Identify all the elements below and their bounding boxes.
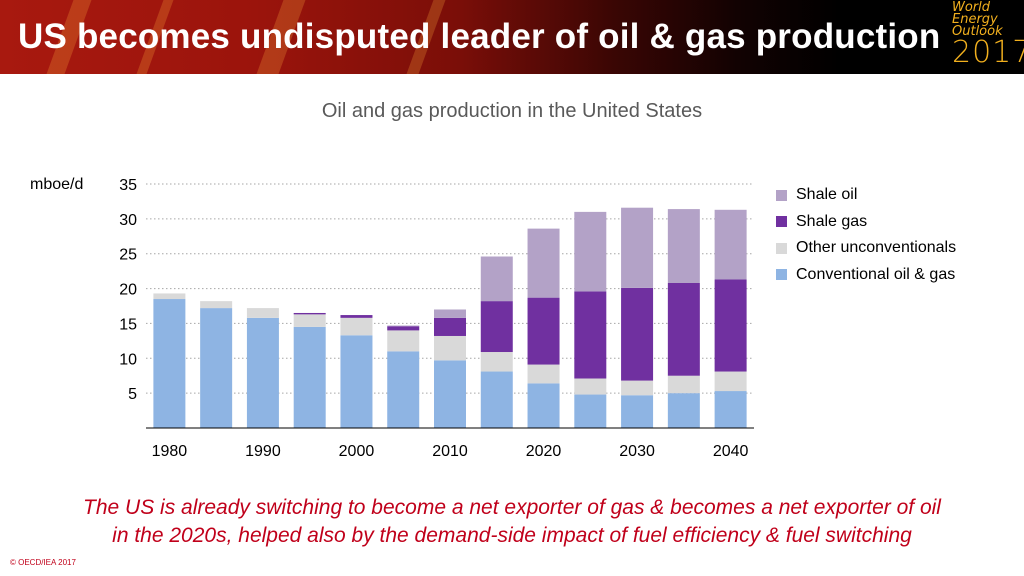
y-tick-label-25: 25 xyxy=(119,247,137,264)
x-tick-label-1980: 1980 xyxy=(152,443,188,460)
copyright-notice: © OECD/IEA 2017 xyxy=(10,558,76,567)
x-tick-label-2030: 2030 xyxy=(619,443,655,460)
bar-2020-series-1 xyxy=(527,364,560,384)
bar-2010-series-0 xyxy=(434,360,466,428)
bar-2005-series-0 xyxy=(387,351,420,428)
bar-2015-series-1 xyxy=(480,352,513,372)
logo-line-1: World xyxy=(952,0,991,15)
x-tick-label-1990: 1990 xyxy=(245,443,281,460)
bar-2040-series-1 xyxy=(714,371,747,392)
bar-1985-series-1 xyxy=(200,301,233,309)
bar-2000-series-1 xyxy=(340,317,373,336)
bar-2040-series-2 xyxy=(714,279,747,372)
bar-2025-series-1 xyxy=(574,378,607,395)
bar-2005-series-3 xyxy=(387,325,420,327)
legend-swatch xyxy=(776,189,787,201)
legend-swatch xyxy=(776,269,787,281)
bar-2030-series-2 xyxy=(621,287,654,381)
bar-2040-series-0 xyxy=(714,391,747,428)
chart-title: Oil and gas production in the United Sta… xyxy=(321,100,703,122)
y-tick-label-15: 15 xyxy=(119,316,137,333)
bar-2020-series-3 xyxy=(527,228,560,298)
bars-layer xyxy=(153,207,747,428)
legend-item: Other unconventionals xyxy=(776,235,956,262)
bar-1985-series-0 xyxy=(200,308,233,428)
y-tick-label-10: 10 xyxy=(119,351,137,368)
legend-swatch xyxy=(776,242,787,254)
bar-2025-series-3 xyxy=(574,211,607,292)
bar-1990-series-0 xyxy=(246,317,279,428)
bar-2025-series-2 xyxy=(574,291,607,379)
bar-2040-series-3 xyxy=(714,209,747,280)
caption-text: The US is already switching to become a … xyxy=(0,494,1024,550)
bar-2005-series-2 xyxy=(387,326,420,331)
bar-2020-series-2 xyxy=(527,297,560,365)
legend-label: Other unconventionals xyxy=(796,239,957,257)
bar-1995-series-2 xyxy=(293,312,326,315)
bar-2000-series-2 xyxy=(340,315,373,318)
x-tick-label-2020: 2020 xyxy=(526,443,562,460)
bar-2020-series-0 xyxy=(527,383,560,428)
caption-line-2: in the 2020s, helped also by the demand-… xyxy=(112,524,912,547)
bar-2030-series-1 xyxy=(621,380,654,396)
bar-2010-series-3 xyxy=(434,309,466,318)
logo-line-3: Outlook xyxy=(952,24,1003,39)
bar-2025-series-0 xyxy=(574,394,607,428)
logo-year: 2017 xyxy=(952,35,1024,70)
y-tick-label-30: 30 xyxy=(119,212,137,229)
legend-label: Conventional oil & gas xyxy=(796,265,956,283)
bar-2000-series-0 xyxy=(340,335,373,428)
page-title: US becomes undisputed leader of oil & ga… xyxy=(18,17,941,56)
legend-item: Conventional oil & gas xyxy=(776,262,956,289)
x-tick-label-2010: 2010 xyxy=(432,443,468,460)
bar-1995-series-0 xyxy=(293,326,326,428)
bar-2005-series-1 xyxy=(387,330,420,352)
bar-2030-series-0 xyxy=(621,395,654,428)
y-tick-label-35: 35 xyxy=(119,177,137,194)
axis-layer: 5 10 15 20 25 30 35 1980 1990 2000 2010 2020 2030 204… xyxy=(119,177,754,460)
bar-2015-series-0 xyxy=(480,371,513,428)
bar-2035-series-1 xyxy=(667,375,700,394)
chart-legend: Shale oil Shale gas Other unconventionals C… xyxy=(776,182,956,288)
bar-1980-series-0 xyxy=(153,299,186,428)
y-axis-label: mboe/d xyxy=(30,176,84,193)
bar-2015-series-3 xyxy=(480,256,513,302)
legend-label: Shale oil xyxy=(796,186,858,204)
legend-item: Shale gas xyxy=(776,209,956,236)
legend-item: Shale oil xyxy=(776,182,956,209)
bar-1995-series-1 xyxy=(293,314,326,327)
weo-logo: World Energy Outlook 2017 xyxy=(952,0,1024,72)
bar-2030-series-3 xyxy=(621,207,654,288)
bar-1980-series-1 xyxy=(153,293,186,300)
y-tick-label-20: 20 xyxy=(119,282,137,299)
header-banner: US becomes undisputed leader of oil & ga… xyxy=(0,0,1024,74)
bar-2010-series-1 xyxy=(434,335,466,361)
x-tick-label-2000: 2000 xyxy=(339,443,375,460)
logo-line-2: Energy xyxy=(952,12,998,27)
x-tick-label-2040: 2040 xyxy=(713,443,749,460)
legend-label: Shale gas xyxy=(796,212,868,230)
bar-2035-series-2 xyxy=(667,282,700,376)
y-tick-label-5: 5 xyxy=(128,386,137,403)
bar-1990-series-1 xyxy=(246,308,279,318)
bar-2035-series-3 xyxy=(667,209,700,283)
bar-2010-series-2 xyxy=(434,317,466,336)
legend-swatch xyxy=(776,216,787,228)
bar-2015-series-2 xyxy=(480,301,513,353)
caption-line-1: The US is already switching to become a … xyxy=(83,496,941,519)
bar-2035-series-0 xyxy=(667,393,700,428)
